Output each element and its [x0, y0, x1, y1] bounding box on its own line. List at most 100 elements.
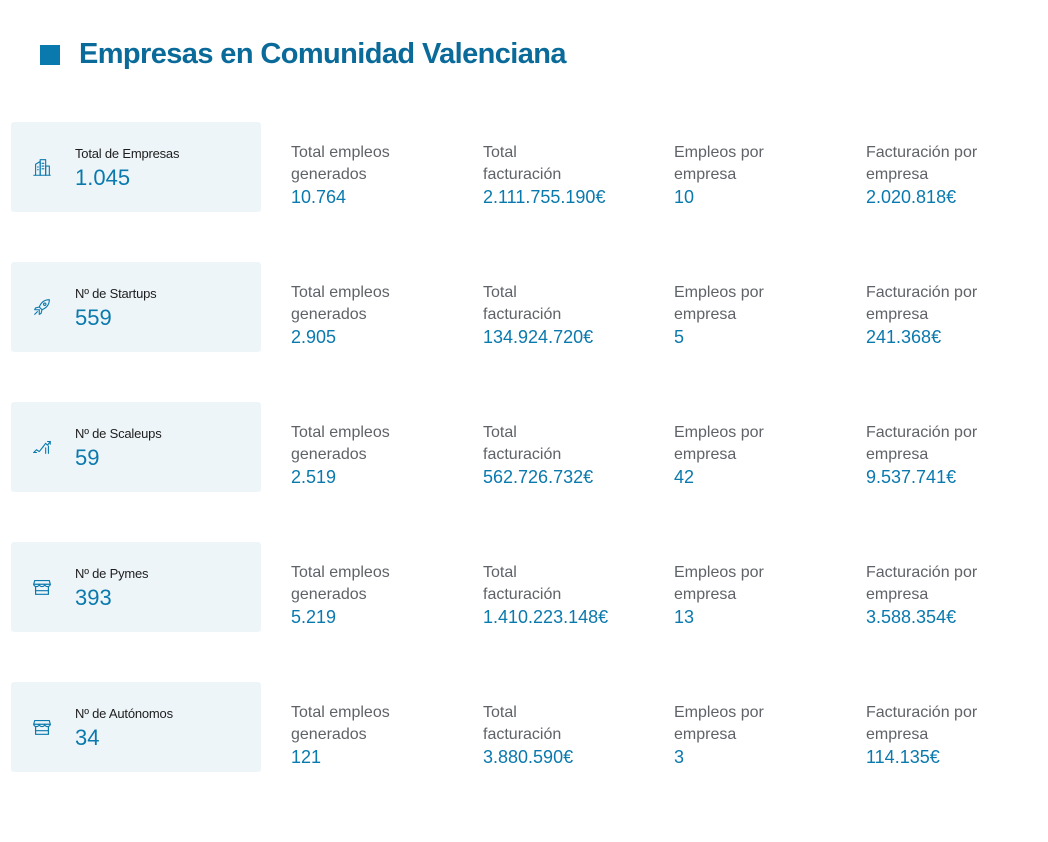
- stat-value: 114.135€: [866, 747, 940, 767]
- stats-row-pymes: Nº de Pymes 393 Total empleos generados …: [11, 542, 1031, 632]
- card-count: 559: [75, 305, 112, 330]
- stat-value: 134.924.720€: [483, 327, 594, 347]
- stat-label: Total empleos: [291, 704, 390, 721]
- stat-label: facturación: [483, 726, 562, 743]
- stats-row-autonomos: Nº de Autónomos 34 Total empleos generad…: [11, 682, 1031, 772]
- summary-card: Nº de Startups 559: [11, 262, 261, 352]
- stat-value: 42: [674, 467, 695, 487]
- page-header: Empresas en Comunidad Valenciana: [40, 38, 566, 71]
- stat-label: generados: [291, 446, 367, 463]
- stat-revenue-per-company: Facturación por empresa 241.368€: [866, 282, 1036, 349]
- stat-revenue-per-company: Facturación por empresa 114.135€: [866, 702, 1036, 769]
- stat-value: 1.410.223.148€: [483, 607, 609, 627]
- stat-revenue: Total facturación 3.880.590€: [483, 702, 653, 769]
- stat-label: Facturación por: [866, 144, 978, 161]
- stat-employees-per-company: Empleos por empresa 13: [674, 562, 844, 629]
- stat-value: 2.905: [291, 327, 337, 347]
- trend-up-icon: [31, 436, 53, 458]
- stat-revenue: Total facturación 2.111.755.190€: [483, 142, 653, 209]
- stat-label: empresa: [674, 306, 737, 323]
- stat-label: empresa: [866, 166, 929, 183]
- stat-revenue: Total facturación 562.726.732€: [483, 422, 653, 489]
- stat-label: facturación: [483, 446, 562, 463]
- stat-label: empresa: [674, 446, 737, 463]
- stat-label: empresa: [866, 446, 929, 463]
- stats-row-startups: Nº de Startups 559 Total empleos generad…: [11, 262, 1031, 352]
- stat-value: 3.880.590€: [483, 747, 574, 767]
- stat-employees: Total empleos generados 2.905: [291, 282, 461, 349]
- stat-value: 9.537.741€: [866, 467, 957, 487]
- card-label: Total de Empresas: [75, 146, 180, 161]
- stat-employees-per-company: Empleos por empresa 42: [674, 422, 844, 489]
- stat-value: 562.726.732€: [483, 467, 594, 487]
- summary-card: Total de Empresas 1.045: [11, 122, 261, 212]
- card-label: Nº de Autónomos: [75, 706, 173, 721]
- stat-label: Total: [483, 564, 517, 581]
- stat-employees: Total empleos generados 5.219: [291, 562, 461, 629]
- stat-label: Empleos por: [674, 564, 764, 581]
- stat-value: 2.519: [291, 467, 337, 487]
- store-icon: [31, 716, 53, 738]
- stat-value: 3.588.354€: [866, 607, 957, 627]
- stat-label: Empleos por: [674, 144, 764, 161]
- stat-revenue-per-company: Facturación por empresa 2.020.818€: [866, 142, 1036, 209]
- stat-employees: Total empleos generados 121: [291, 702, 461, 769]
- stat-employees-per-company: Empleos por empresa 5: [674, 282, 844, 349]
- stat-value: 3: [674, 747, 685, 767]
- page-title: Empresas en Comunidad Valenciana: [79, 38, 566, 70]
- card-count: 1.045: [75, 165, 131, 190]
- summary-card: Nº de Pymes 393: [11, 542, 261, 632]
- stat-revenue-per-company: Facturación por empresa 3.588.354€: [866, 562, 1036, 629]
- card-count: 393: [75, 585, 112, 610]
- stat-label: empresa: [866, 726, 929, 743]
- stat-label: Total empleos: [291, 424, 390, 441]
- stat-value: 2.020.818€: [866, 187, 957, 207]
- stat-label: Empleos por: [674, 284, 764, 301]
- stat-label: Total empleos: [291, 144, 390, 161]
- summary-card: Nº de Autónomos 34: [11, 682, 261, 772]
- stat-label: generados: [291, 586, 367, 603]
- stat-label: facturación: [483, 166, 562, 183]
- card-label: Nº de Startups: [75, 286, 157, 301]
- stat-value: 241.368€: [866, 327, 942, 347]
- stat-label: Facturación por: [866, 424, 978, 441]
- card-label: Nº de Pymes: [75, 566, 149, 581]
- title-square-icon: [40, 44, 60, 65]
- stat-employees: Total empleos generados 2.519: [291, 422, 461, 489]
- stat-label: empresa: [674, 166, 737, 183]
- stat-label: facturación: [483, 306, 562, 323]
- stat-label: empresa: [866, 586, 929, 603]
- stat-label: Facturación por: [866, 564, 978, 581]
- stat-label: generados: [291, 726, 367, 743]
- stat-label: Facturación por: [866, 704, 978, 721]
- stat-employees-per-company: Empleos por empresa 10: [674, 142, 844, 209]
- stat-value: 10.764: [291, 187, 347, 207]
- stat-label: Total: [483, 704, 517, 721]
- card-count: 34: [75, 725, 100, 750]
- stat-label: Total empleos: [291, 564, 390, 581]
- stat-value: 10: [674, 187, 695, 207]
- stat-revenue: Total facturación 134.924.720€: [483, 282, 653, 349]
- stat-label: empresa: [674, 586, 737, 603]
- stat-label: empresa: [866, 306, 929, 323]
- stat-label: generados: [291, 166, 367, 183]
- stat-label: generados: [291, 306, 367, 323]
- card-count: 59: [75, 445, 100, 470]
- stats-row-total: Total de Empresas 1.045 Total empleos ge…: [11, 122, 1031, 212]
- summary-card: Nº de Scaleups 59: [11, 402, 261, 492]
- stat-value: 5: [674, 327, 685, 347]
- building-icon: [31, 156, 53, 178]
- stat-label: Total: [483, 284, 517, 301]
- stat-label: empresa: [674, 726, 737, 743]
- stat-label: Total empleos: [291, 284, 390, 301]
- stat-value: 13: [674, 607, 695, 627]
- card-label: Nº de Scaleups: [75, 426, 162, 441]
- stats-row-scaleups: Nº de Scaleups 59 Total empleos generado…: [11, 402, 1031, 492]
- stat-value: 5.219: [291, 607, 337, 627]
- stat-label: Empleos por: [674, 704, 764, 721]
- stat-value: 2.111.755.190€: [483, 187, 606, 207]
- stat-value: 121: [291, 747, 322, 767]
- stat-label: Total: [483, 144, 517, 161]
- stat-revenue-per-company: Facturación por empresa 9.537.741€: [866, 422, 1036, 489]
- store-icon: [31, 576, 53, 598]
